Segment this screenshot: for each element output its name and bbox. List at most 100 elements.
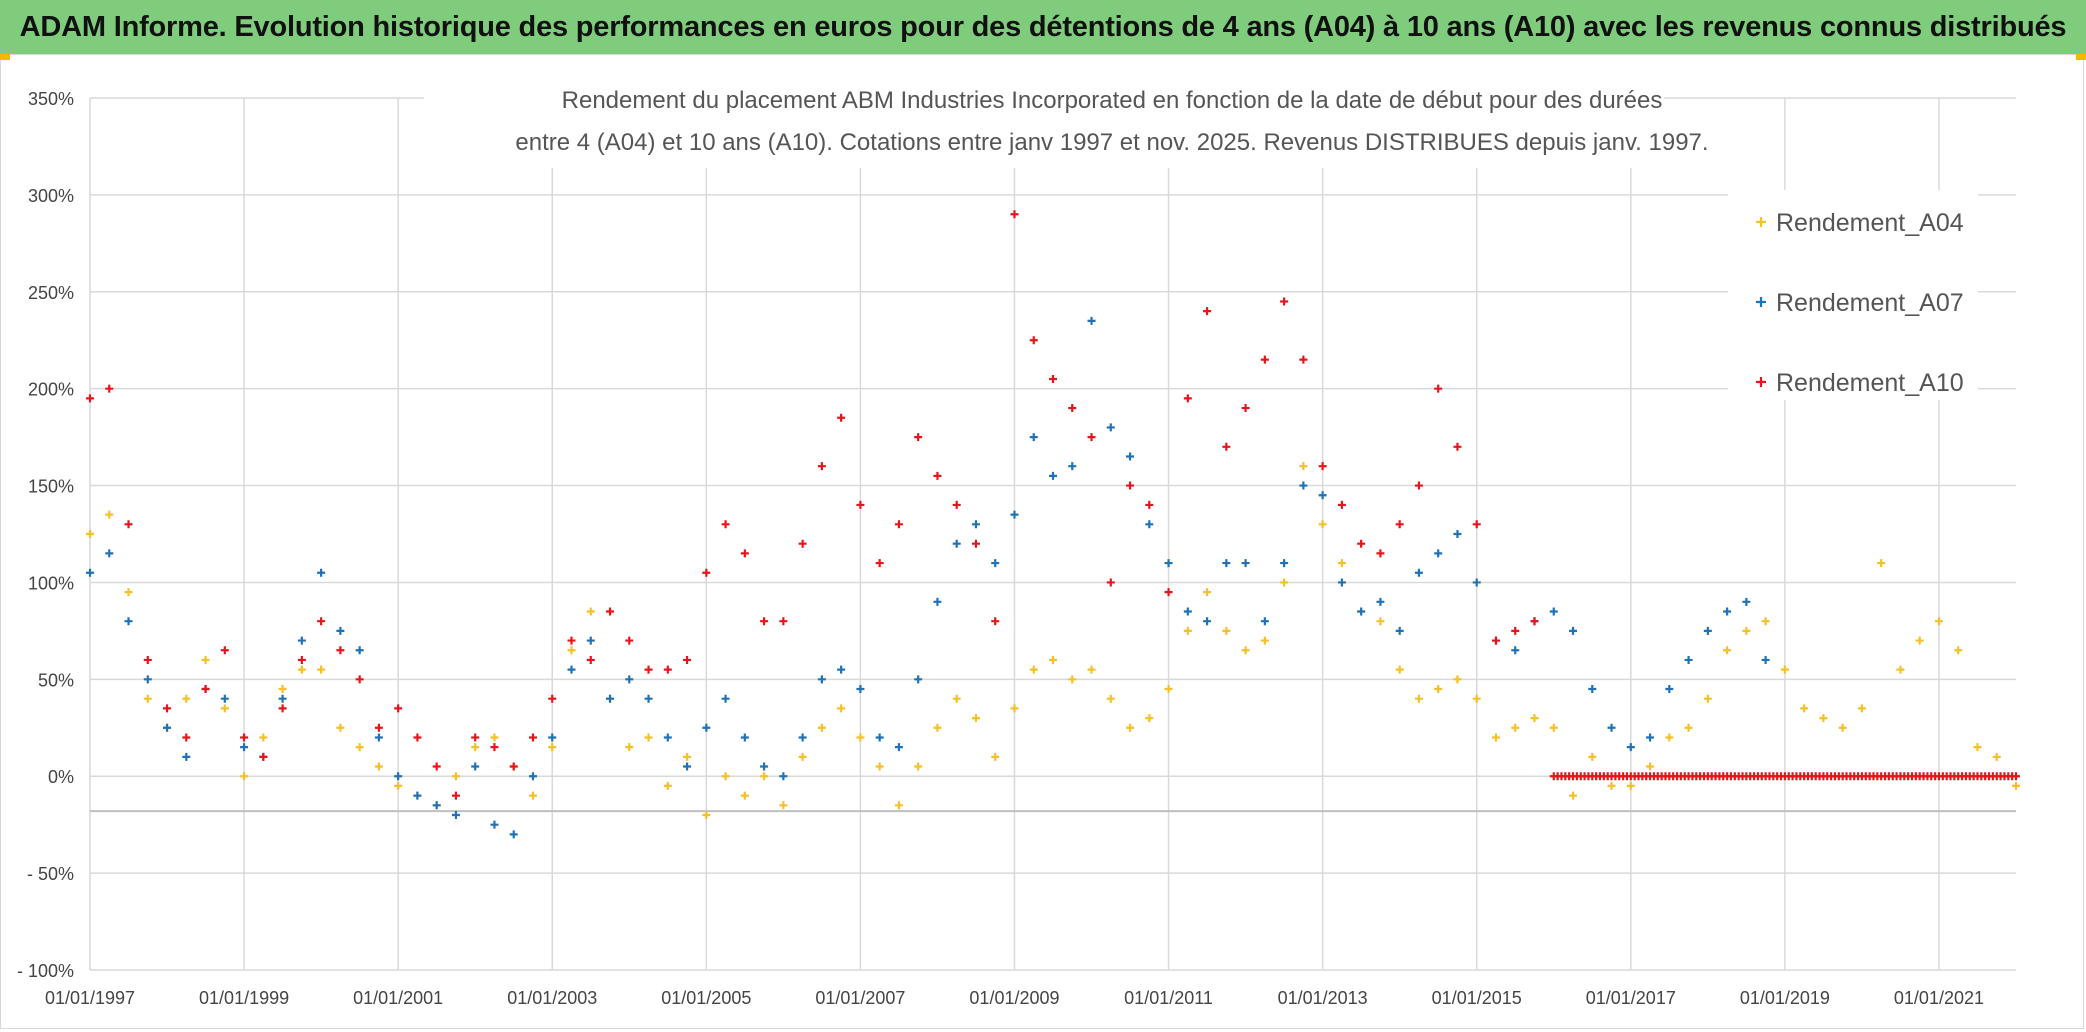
rendement-a07-point	[1703, 626, 1712, 635]
rendement-a07-point	[914, 675, 923, 684]
rendement-a04-point	[1029, 665, 1038, 674]
rendement-a10-point	[528, 733, 537, 742]
rendement-a10-point	[625, 636, 634, 645]
rendement-a07-point	[374, 733, 383, 742]
legend-label: Rendement_A04	[1776, 209, 1964, 237]
rendement-a07-point	[1260, 617, 1269, 626]
rendement-a07-point	[1511, 646, 1520, 655]
rendement-a10-point	[413, 733, 422, 742]
rendement-a04-point	[798, 752, 807, 761]
x-tick-label: 01/01/1999	[199, 988, 289, 1008]
rendement-a10-point	[471, 733, 480, 742]
rendement-a07-point	[124, 617, 133, 626]
rendement-a10-point	[933, 471, 942, 480]
rendement-a04-point	[971, 714, 980, 723]
rendement-a07-point	[1684, 655, 1693, 664]
rendement-a04-point	[471, 743, 480, 752]
rendement-a07-point	[702, 723, 711, 732]
y-tick-label: 150%	[28, 477, 74, 497]
rendement-a10-point	[1337, 500, 1346, 509]
rendement-a04-point	[933, 723, 942, 732]
rendement-a07-point	[1665, 685, 1674, 694]
rendement-a07-point	[1049, 471, 1057, 480]
rendement-a10-point	[1434, 384, 1443, 393]
rendement-a07-point	[875, 733, 884, 742]
rendement-a07-point	[740, 733, 749, 742]
rendement-a04-point	[1472, 694, 1481, 703]
rendement-a10-point	[875, 559, 884, 568]
rendement-a04-point	[1106, 694, 1115, 703]
rendement-a04-point	[105, 510, 114, 519]
legend-marker	[1756, 217, 1766, 227]
rendement-a04-point	[1434, 685, 1443, 694]
rendement-a04-point	[374, 762, 383, 771]
chart-title-line-1: Rendement du placement ABM Industries In…	[562, 87, 1663, 114]
rendement-a10-point	[914, 433, 923, 442]
rendement-a07-point	[952, 539, 961, 548]
rendement-a07-point	[1376, 597, 1385, 606]
x-tick-label: 01/01/2011	[1124, 988, 1213, 1008]
rendement-a10-point	[1010, 210, 1019, 219]
rendement-a10-point	[86, 394, 94, 403]
rendement-a04-point	[644, 733, 653, 742]
rendement-a04-point	[1491, 733, 1500, 742]
rendement-a04-point	[1299, 462, 1308, 471]
rendement-a07-point	[721, 694, 730, 703]
rendement-a04-point	[182, 694, 191, 703]
x-tick-label: 01/01/2015	[1432, 988, 1522, 1008]
rendement-a04-point	[1838, 723, 1847, 732]
rendement-a07-point	[1010, 510, 1019, 519]
rendement-a04-point	[760, 772, 769, 781]
rendement-a04-point	[1877, 559, 1886, 568]
rendement-a10-point	[1029, 336, 1038, 345]
y-tick-label: 350%	[28, 89, 74, 109]
y-tick-label: 250%	[28, 283, 74, 303]
rendement-a07-point	[1145, 520, 1154, 529]
rendement-a07-point	[760, 762, 769, 771]
rendement-a10-point	[663, 665, 672, 674]
rendement-a07-point	[1087, 316, 1096, 325]
rendement-a07-point	[336, 626, 345, 635]
rendement-a10-point	[856, 500, 865, 509]
rendement-a07-point	[317, 568, 326, 577]
rendement-a07-point	[1183, 607, 1192, 616]
rendement-a07-point	[586, 636, 595, 645]
rendement-a04-point	[663, 781, 672, 790]
rendement-a04-point	[1973, 743, 1982, 752]
chart-frame	[0, 54, 2084, 1029]
y-tick-label: 0%	[48, 767, 74, 787]
rendement-a04-point	[317, 665, 326, 674]
rendement-a04-point	[1626, 781, 1635, 790]
rendement-a10-point	[1126, 481, 1135, 490]
rendement-a10-point	[586, 655, 595, 664]
rendement-a10-point	[259, 752, 268, 761]
rendement-a04-point	[1742, 626, 1751, 635]
rendement-a10-point	[1395, 520, 1404, 529]
rendement-a04-point	[394, 781, 403, 790]
x-tick-label: 01/01/2009	[969, 988, 1059, 1008]
rendement-a07-point	[509, 830, 518, 839]
rendement-a07-point	[644, 694, 653, 703]
y-tick-label: 50%	[38, 670, 74, 690]
rendement-a07-point	[1453, 530, 1462, 538]
rendement-a04-point	[1549, 723, 1558, 732]
rendement-a04-point	[1087, 665, 1096, 674]
rendement-a10-point	[201, 685, 210, 694]
rendement-a10-point	[1414, 481, 1423, 490]
rendement-a10-point	[163, 704, 172, 713]
rendement-a07-point	[220, 694, 229, 703]
frame-corner-marker	[2076, 54, 2086, 60]
rendement-a04-point	[1723, 646, 1732, 655]
rendement-a07-point	[1299, 481, 1308, 490]
rendement-a07-point	[663, 733, 672, 742]
rendement-a07-point	[683, 762, 692, 771]
rendement-a10-point	[1068, 404, 1077, 413]
rendement-a10-point	[1357, 539, 1366, 548]
header-banner: ADAM Informe. Evolution historique des p…	[0, 0, 2086, 54]
rendement-a07-point	[1357, 607, 1366, 616]
rendement-a04-point	[1145, 714, 1154, 723]
rendement-a04-point	[1453, 675, 1462, 684]
rendement-a07-point	[1434, 549, 1443, 558]
x-tick-label: 01/01/2013	[1278, 988, 1368, 1008]
